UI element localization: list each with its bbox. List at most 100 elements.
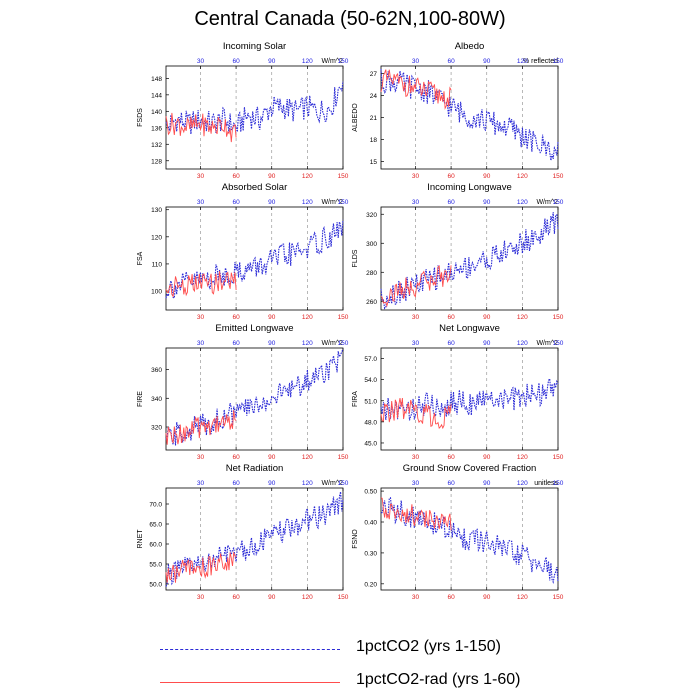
plot-frame [380,487,559,591]
x-tick-label-bottom: 150 [553,594,564,601]
x-tick-label-top: 60 [447,480,455,487]
y-axis-label: FSA [137,251,144,265]
x-tick-label-bottom: 150 [553,454,564,461]
x-tick-label-top: 60 [232,340,240,347]
x-tick-label-top: 60 [447,58,455,65]
chart-panel-flds: Incoming Longwave W/m^2 FLDS 30 60 90 120 150 30… [352,182,564,321]
chart-units: W/m^2 [321,199,343,206]
x-tick-label-top: 30 [197,58,205,65]
series-line-1pctco2-rad [165,410,237,445]
y-tick-label: 110 [152,261,163,268]
x-tick-label-bottom: 90 [483,454,491,461]
legend-label: 1pctCO2 (yrs 1-150) [356,638,501,655]
x-tick-label-bottom: 30 [412,454,420,461]
y-tick-label: 340 [151,396,162,403]
x-tick-label-bottom: 150 [553,173,564,180]
y-tick-label: 0.30 [364,550,377,557]
x-tick-label-bottom: 30 [412,173,420,180]
legend-item-1pctco2-rad: 1pctCO2-rad (yrs 1-60) [160,671,660,695]
series-line-1pctco2-rad [165,112,237,143]
x-tick-label-bottom: 30 [197,594,205,601]
y-tick-label: 24 [370,93,378,100]
x-tick-label-bottom: 60 [232,594,240,601]
y-tick-label: 320 [151,425,162,432]
y-tick-label: 50.0 [149,582,162,589]
chart-units: W/m^2 [321,58,343,65]
x-tick-label-bottom: 120 [302,594,313,601]
y-axis-label: ALBEDO [352,103,359,132]
legend-label: 1pctCO2-rad (yrs 1-60) [356,671,521,688]
x-tick-label-bottom: 90 [268,314,276,321]
y-tick-label: 280 [366,270,377,277]
x-tick-label-top: 90 [483,58,491,65]
chart-panel-fsds: Incoming Solar W/m^2 FSDS 30 60 90 120 150 30 60 9… [137,41,349,180]
chart-title: Net Radiation [226,463,284,474]
x-tick-label-top: 120 [302,480,313,487]
chart-panel-fire: Emitted Longwave W/m^2 FIRE 30 60 90 120 150 30 6… [137,323,349,461]
y-tick-label: 260 [366,299,377,306]
y-tick-label: 48.0 [364,419,377,426]
series-line-1pctco2 [165,219,344,299]
y-axis-label: FSDS [137,108,144,127]
y-tick-label: 18 [370,137,378,144]
x-tick-label-bottom: 90 [483,314,491,321]
x-tick-label-top: 150 [553,340,564,347]
series-line-1pctco2-rad [165,551,237,583]
plot-frame [165,347,344,451]
x-tick-label-top: 120 [517,199,528,206]
x-tick-label-top: 60 [447,340,455,347]
y-tick-label: 136 [151,125,162,132]
y-tick-label: 120 [151,234,162,241]
x-tick-label-top: 30 [197,480,205,487]
x-tick-label-bottom: 60 [232,314,240,321]
x-tick-label-bottom: 30 [197,173,205,180]
x-tick-label-top: 60 [232,58,240,65]
x-tick-label-bottom: 90 [268,173,276,180]
series-line-1pctco2 [380,212,559,310]
x-tick-label-bottom: 90 [483,173,491,180]
x-tick-label-bottom: 150 [338,314,349,321]
chart-units: W/m^2 [536,199,558,206]
y-tick-label: 57.0 [364,356,377,363]
y-axis-label: RNET [137,529,144,549]
x-tick-label-top: 150 [338,199,349,206]
chart-panel-fsno: Ground Snow Covered Fraction unitless FSNO… [352,463,564,601]
x-tick-label-bottom: 30 [412,594,420,601]
x-tick-label-bottom: 120 [517,594,528,601]
x-tick-label-bottom: 120 [302,173,313,180]
chart-units: W/m^2 [321,480,343,487]
x-tick-label-top: 30 [197,199,205,206]
x-tick-label-top: 150 [338,480,349,487]
y-axis-label: FIRA [352,391,359,407]
chart-panel-fsa: Absorbed Solar W/m^2 FSA 30 60 90 120 150 30 60 90… [137,182,349,321]
y-tick-label: 0.40 [364,520,377,527]
chart-title: Absorbed Solar [222,182,287,193]
plot-frame [165,487,344,591]
x-tick-label-bottom: 30 [197,314,205,321]
y-axis-label: FLDS [352,249,359,267]
x-tick-label-top: 90 [268,480,276,487]
x-tick-label-bottom: 90 [268,594,276,601]
y-tick-label: 360 [151,367,162,374]
series-line-1pctco2-rad [380,69,452,110]
x-tick-label-bottom: 30 [412,314,420,321]
chart-panel-rnet: Net Radiation W/m^2 RNET 30 60 90 120 150 30 60 90… [137,463,349,601]
y-tick-label: 300 [366,241,377,248]
x-tick-label-bottom: 60 [232,173,240,180]
y-tick-label: 55.0 [149,562,162,569]
x-tick-label-top: 30 [412,58,420,65]
series-line-1pctco2 [380,68,559,161]
chart-units: % reflected [523,58,558,65]
y-tick-label: 144 [151,92,162,99]
legend-line-dashed [160,649,340,650]
x-tick-label-top: 90 [483,199,491,206]
x-tick-label-bottom: 60 [447,454,455,461]
chart-title: Incoming Longwave [427,182,512,193]
y-tick-label: 70.0 [149,502,162,509]
y-axis-label: FSNO [352,529,359,549]
x-tick-label-top: 90 [483,480,491,487]
x-tick-label-top: 120 [302,58,313,65]
chart-title: Ground Snow Covered Fraction [403,463,537,474]
y-tick-label: 320 [366,212,377,219]
x-tick-label-bottom: 60 [232,454,240,461]
